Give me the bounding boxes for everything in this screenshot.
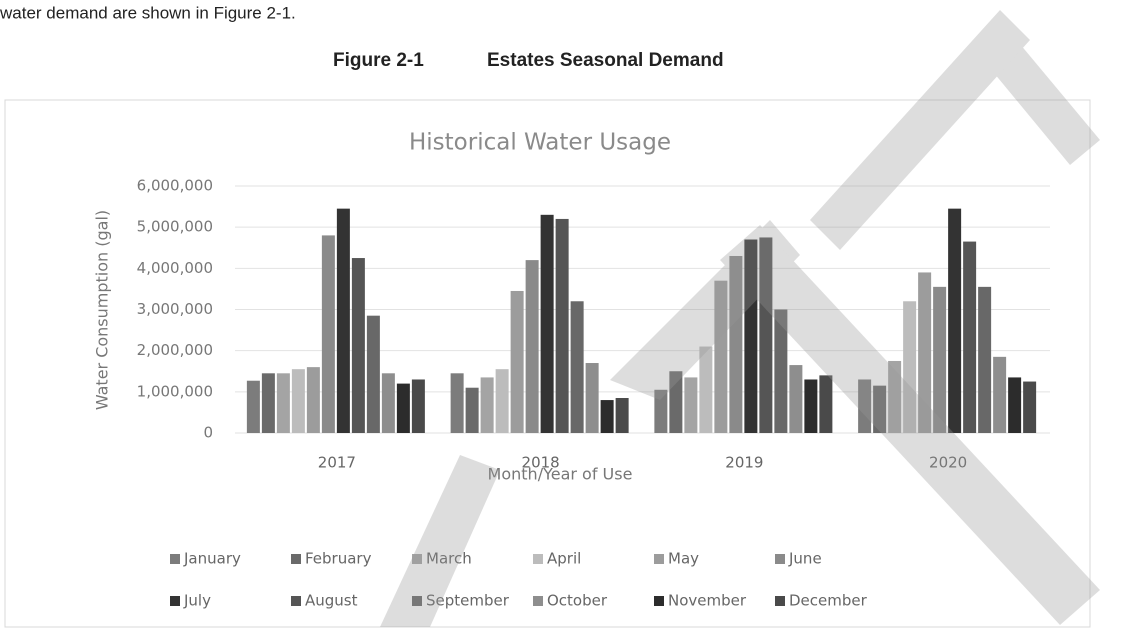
bar [322, 235, 335, 433]
bar [382, 373, 395, 433]
bar [556, 219, 569, 433]
bar [948, 209, 961, 433]
legend-swatch [654, 554, 664, 564]
bar [307, 367, 320, 433]
bar [699, 347, 712, 433]
bar [277, 373, 290, 433]
y-tick-label: 6,000,000 [137, 177, 213, 195]
bar [1008, 377, 1021, 433]
legend-swatch [291, 596, 301, 606]
bar [337, 209, 350, 433]
page-canvas: water demand are shown in Figure 2-1. Fi… [0, 0, 1127, 630]
legend-swatch [533, 596, 543, 606]
bar [616, 398, 629, 433]
bar [496, 369, 509, 433]
body-text: water demand are shown in Figure 2-1. [0, 3, 296, 22]
y-tick-label: 5,000,000 [137, 218, 213, 236]
legend-swatch [775, 554, 785, 564]
bar [586, 363, 599, 433]
bar [412, 379, 425, 433]
bar [511, 291, 524, 433]
bar [466, 388, 479, 433]
legend-label: February [305, 550, 372, 568]
legend-label: December [789, 592, 868, 610]
bar [292, 369, 305, 433]
legend-swatch [170, 554, 180, 564]
bar [367, 316, 380, 433]
legend-label: August [305, 592, 358, 610]
figure-title: Estates Seasonal Demand [487, 50, 724, 71]
legend-swatch [533, 554, 543, 564]
x-tick-label: 2017 [318, 454, 356, 472]
bar [481, 377, 494, 433]
legend-swatch [775, 596, 785, 606]
y-axis-title: Water Consumption (gal) [93, 210, 112, 410]
bar [933, 287, 946, 433]
legend-swatch [170, 596, 180, 606]
figure-label: Figure 2-1 [333, 50, 424, 71]
chart-title: Historical Water Usage [409, 130, 671, 156]
bar [978, 287, 991, 433]
y-tick-label: 4,000,000 [137, 259, 213, 277]
bar [526, 260, 539, 433]
bar [819, 375, 832, 433]
legend-swatch [654, 596, 664, 606]
bar [684, 377, 697, 433]
y-tick-label: 3,000,000 [137, 300, 213, 318]
bar [993, 357, 1006, 433]
bar [451, 373, 464, 433]
bar [397, 384, 410, 433]
x-axis-title: Month/Year of Use [488, 465, 633, 484]
legend-label: May [668, 550, 699, 568]
bar [352, 258, 365, 433]
legend-label: October [547, 592, 608, 610]
bar [789, 365, 802, 433]
bar [541, 215, 554, 433]
y-tick-label: 0 [203, 424, 213, 442]
legend-label: April [547, 550, 581, 568]
bar [262, 373, 275, 433]
legend-label: June [788, 550, 822, 568]
x-tick-label: 2018 [522, 454, 560, 472]
legend-swatch [291, 554, 301, 564]
bar [247, 381, 260, 433]
bar [804, 379, 817, 433]
legend-label: July [183, 592, 211, 610]
legend-label: January [183, 550, 241, 568]
bar [601, 400, 614, 433]
x-tick-label: 2019 [725, 454, 763, 472]
bar [963, 242, 976, 433]
bar [1023, 382, 1036, 433]
y-tick-label: 2,000,000 [137, 341, 213, 359]
bar [571, 301, 584, 433]
legend-label: November [668, 592, 747, 610]
y-tick-label: 1,000,000 [137, 382, 213, 400]
page: water demand are shown in Figure 2-1. Fi… [0, 0, 1127, 630]
